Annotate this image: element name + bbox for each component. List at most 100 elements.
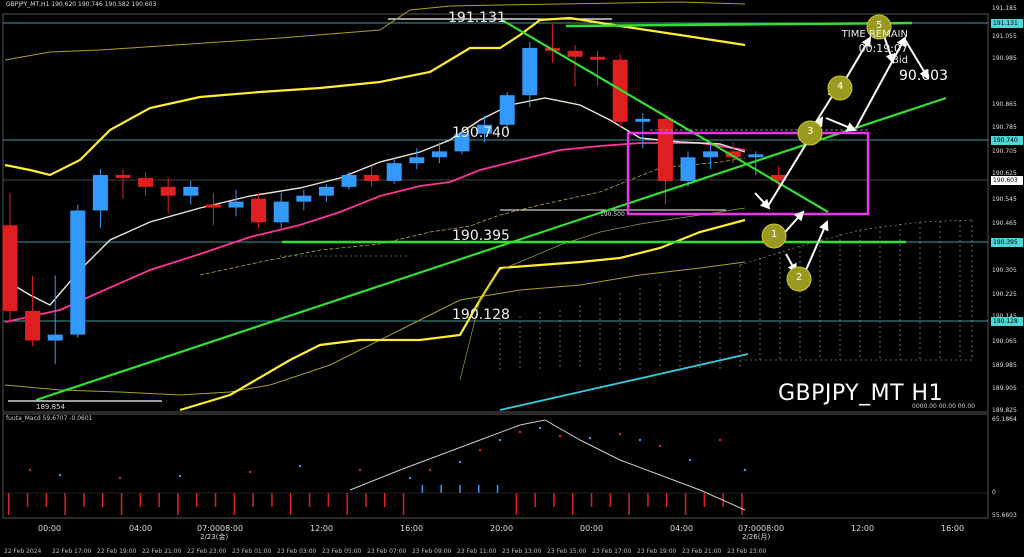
price-tag-high: 191.131 (991, 19, 1023, 28)
macd-bar (384, 493, 386, 507)
macd-dot (618, 432, 622, 436)
macd-bar (83, 493, 85, 507)
candle-body (318, 186, 334, 196)
price-tick: 190.305 (992, 267, 1017, 274)
candle-body (770, 175, 786, 181)
macd-bar (290, 493, 292, 515)
candle-body (680, 157, 696, 181)
time-tick: 00:00 (38, 524, 62, 533)
bottom-date: 23 Feb 21:00 (682, 548, 722, 555)
bottom-date: 22 Feb 19:00 (97, 548, 137, 555)
macd-bar (440, 485, 442, 493)
macd-bar (553, 493, 555, 507)
bottom-date: 23 Feb 07:00 (367, 548, 407, 555)
macd-dot (538, 426, 542, 430)
bottom-date: 23 Feb 03:00 (277, 548, 317, 555)
macd-dot (688, 458, 692, 462)
candle-body (115, 175, 131, 178)
time-tick: 16:00 (941, 524, 965, 533)
bottom-date: 23 Feb 05:00 (322, 548, 362, 555)
macd-bar (45, 493, 48, 507)
level-box-low: 190.500 (600, 211, 625, 218)
wave-label-5: 5 (876, 20, 883, 31)
macd-dot (408, 476, 412, 480)
time-tick: 07:0008:00 (738, 524, 785, 533)
candle-body (160, 186, 176, 196)
macd-dot (498, 438, 502, 442)
level-bottom: 189.854 (36, 403, 65, 411)
bollinger-outer-upper (4, 1, 746, 61)
cloud-dashes (280, 219, 973, 370)
price-tag-low: 190.128 (991, 317, 1023, 326)
trend-up-line (35, 96, 947, 402)
macd-bar (496, 485, 499, 493)
candle-body (92, 175, 108, 211)
wave-label-1: 1 (771, 229, 778, 240)
macd-bar (177, 493, 179, 515)
trend-high-line (565, 21, 913, 28)
macd-dot (428, 468, 432, 472)
macd-bar (421, 485, 424, 493)
date-label-fri: 2/23(金) (200, 533, 229, 541)
bottom-date: 23 Feb 09:00 (412, 548, 452, 555)
price-tick: 190.465 (992, 220, 1017, 227)
level-high: 191.131 (448, 10, 506, 26)
main-panel-frame (2, 13, 989, 413)
trend-down-line (501, 19, 829, 213)
bottom-date: 23 Feb 11:00 (457, 548, 497, 555)
time-tick: 12:00 (310, 524, 334, 533)
price-tick: 190.985 (992, 55, 1017, 62)
candle-body (703, 151, 719, 158)
macd-dot (58, 473, 62, 477)
bottom-date: 22 Feb 23:00 (187, 548, 227, 555)
macd-bar (346, 493, 348, 515)
macd-dot (518, 430, 522, 434)
macd-bar (703, 493, 706, 507)
macd-bar (647, 493, 649, 507)
candle-body (341, 175, 357, 187)
macd-bar (478, 485, 480, 493)
macd-dot (248, 470, 252, 474)
macd-axis-bottom: 55.6603 (992, 512, 1017, 519)
macd-dots (28, 426, 747, 480)
candle-body (25, 310, 41, 341)
ma-cyan (499, 353, 749, 411)
price-tag-support: 190.395 (991, 238, 1023, 247)
bottom-date: 23 Feb 15:00 (547, 548, 587, 555)
ma-white (4, 97, 746, 306)
price-tick: 190.705 (992, 148, 1017, 155)
bottom-date: 22 Feb 17:00 (52, 548, 92, 555)
macd-bar (402, 493, 405, 515)
macd-bar (8, 493, 10, 515)
candle-body (635, 118, 651, 122)
bottom-date: 22 Feb 21:00 (142, 548, 182, 555)
candle-body (251, 198, 267, 223)
macd-bar (214, 493, 217, 507)
candles (2, 24, 786, 365)
macd-bar (327, 493, 330, 507)
candle-body (138, 177, 154, 187)
macd-dot (28, 468, 32, 472)
symbol-label: GBPJPY_MT H1 (778, 381, 944, 406)
price-tick: 190.865 (992, 101, 1017, 108)
macd-dot (718, 438, 722, 442)
time-tick: 07:0008:00 (197, 524, 244, 533)
price-tick: 189.985 (992, 362, 1017, 369)
time-tick: 00:00 (580, 524, 604, 533)
candle-body (454, 133, 470, 152)
macd-dot (588, 436, 592, 440)
macd-dot (118, 476, 122, 480)
bid-price: 90.603 (899, 68, 948, 84)
time-tick: 20:00 (490, 524, 514, 533)
price-tag-bid: 190.603 (991, 176, 1023, 185)
candle-body (522, 47, 538, 96)
macd-bar (628, 493, 630, 515)
time-tick: 04:00 (129, 524, 153, 533)
price-tick: 190.625 (992, 170, 1017, 177)
macd-bar (365, 493, 367, 507)
macd-dot (658, 444, 662, 448)
macd-histogram (8, 485, 743, 515)
candle-body (364, 175, 380, 181)
candle-body (748, 154, 764, 158)
